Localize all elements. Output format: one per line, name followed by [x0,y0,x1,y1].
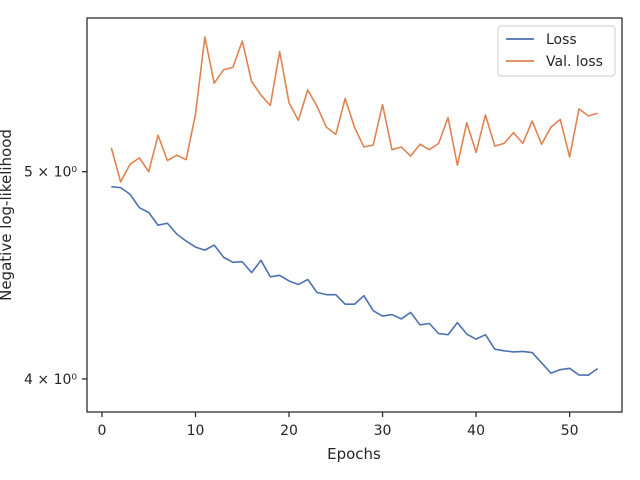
legend-label-val-loss: Val. loss [546,54,603,70]
x-tick-label: 0 [98,423,107,439]
x-tick-label: 50 [561,423,579,439]
val-loss-line [110,36,598,183]
legend-label-loss: Loss [546,32,577,48]
y-axis: 4 × 10⁰ 5 × 10⁰ [24,165,87,388]
y-axis-label: Negative log-likelihood [0,129,15,301]
x-tick-label: 40 [467,423,485,439]
y-tick-label: 4 × 10⁰ [24,372,77,388]
x-tick-label: 30 [374,423,392,439]
x-axis: 0 10 20 30 40 50 [98,412,579,439]
x-axis-label: Epochs [327,445,381,463]
y-tick-label: 5 × 10⁰ [24,165,77,181]
loss-line [111,185,599,377]
plot-background [87,18,622,412]
x-tick-label: 20 [280,423,298,439]
legend: Loss Val. loss [497,25,616,77]
series-layer [110,36,599,377]
x-tick-label: 10 [187,423,205,439]
plot-frame [86,17,623,413]
